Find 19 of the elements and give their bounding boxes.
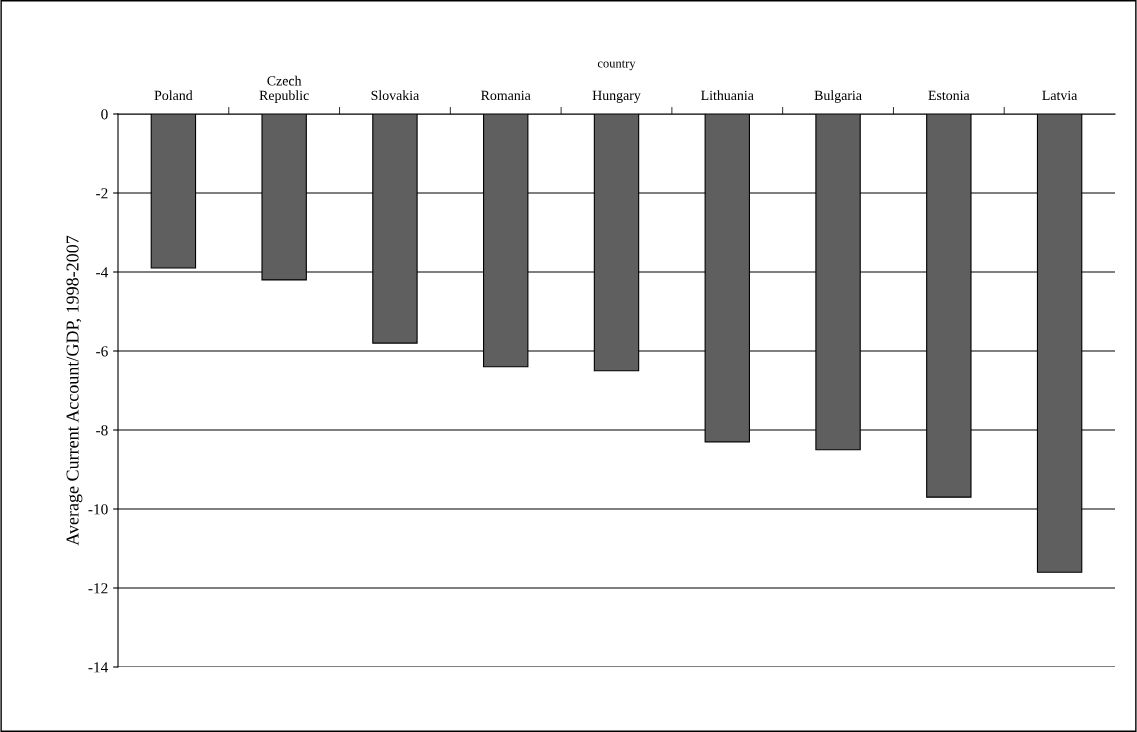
y-tick-label: -2 (96, 188, 108, 199)
x-tick-label: Slovakia (371, 90, 420, 101)
y-tick-label: -8 (96, 425, 108, 436)
x-tick-label: Estonia (928, 90, 970, 101)
y-tick-label: -6 (96, 346, 108, 357)
x-tick-label: Hungary (592, 90, 641, 103)
x-tick-label: Czech Republic (259, 75, 309, 103)
y-tick-label: -12 (88, 583, 108, 594)
x-axis-title: country (597, 60, 636, 71)
x-tick-label: Romania (481, 90, 531, 101)
x-tick-label: Poland (154, 90, 193, 101)
y-tick-label: -10 (88, 504, 108, 515)
y-tick-label: 0 (101, 109, 108, 120)
y-axis-title: Average Current Account/GDP, 1998-2007 (66, 235, 83, 546)
y-tick-label: -14 (88, 662, 109, 673)
x-tick-label: Bulgaria (814, 90, 862, 103)
x-tick-label: Latvia (1042, 90, 1078, 101)
y-tick-label: -4 (96, 267, 109, 278)
x-tick-label: Lithuania (701, 90, 754, 101)
